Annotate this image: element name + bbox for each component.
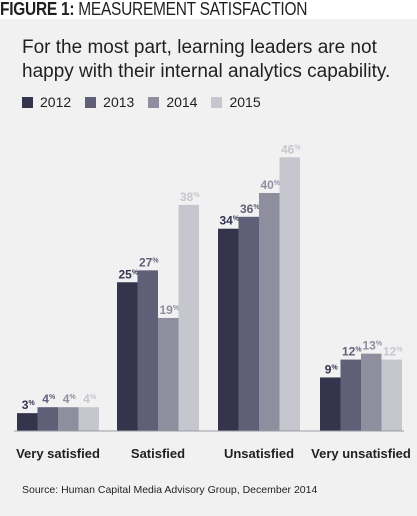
legend-item-2012: 2012	[22, 94, 71, 110]
category-label: Unsatisfied	[224, 446, 294, 461]
bar-2014-satisfied	[158, 317, 179, 431]
bar-2013-very-unsatisfied	[340, 359, 361, 431]
data-label: 25%	[118, 267, 138, 281]
legend-item-2014: 2014	[148, 94, 197, 110]
data-label: 3%	[22, 398, 36, 412]
bar-2012-unsatisfied	[218, 228, 239, 431]
legend-swatch	[85, 96, 97, 108]
data-label: 36%	[240, 202, 260, 216]
legend-swatch	[148, 96, 160, 108]
figure-header: FIGURE 1: MEASUREMENT SATISFACTION	[0, 0, 417, 19]
bar-2014-very-satisfied	[58, 407, 79, 431]
bar-2013-unsatisfied	[238, 216, 259, 431]
chart-subtitle: For the most part, learning leaders are …	[22, 37, 391, 82]
figure-title: FIGURE 1: MEASUREMENT SATISFACTION	[0, 0, 307, 19]
legend-swatch	[211, 96, 223, 108]
bar-2014-very-unsatisfied	[361, 353, 382, 431]
data-label: 4%	[83, 392, 97, 406]
data-label: 46%	[281, 142, 301, 156]
source-note: Source: Human Capital Media Advisory Gro…	[22, 484, 318, 496]
bar-2015-satisfied	[178, 204, 199, 431]
legend-label: 2014	[166, 94, 198, 110]
data-label: 27%	[139, 255, 159, 269]
data-label: 38%	[180, 190, 200, 204]
legend-swatch	[22, 96, 33, 108]
bar-2012-very-satisfied	[17, 413, 38, 431]
category-label: Satisfied	[131, 446, 185, 461]
data-label: 4%	[42, 392, 56, 406]
bar-2013-satisfied	[137, 270, 158, 431]
data-label: 40%	[260, 178, 280, 192]
bar-2012-satisfied	[117, 282, 138, 431]
bar-2015-unsatisfied	[279, 157, 300, 432]
legend-label: 2012	[40, 94, 72, 110]
legend-item-2013: 2013	[85, 94, 134, 110]
chart-legend: 2012 2013 2014 2015	[22, 94, 275, 110]
legend-label: 2013	[103, 94, 135, 110]
data-label: 19%	[159, 303, 179, 317]
category-label: Very satisfied	[16, 446, 100, 461]
data-label: 34%	[219, 214, 239, 228]
bar-2012-very-unsatisfied	[320, 377, 341, 431]
data-label: 12%	[383, 345, 403, 359]
figure-title-text: MEASUREMENT SATISFACTION	[78, 0, 308, 19]
bar-2015-very-unsatisfied	[381, 359, 402, 431]
bar-2015-very-satisfied	[78, 407, 99, 431]
data-label: 13%	[362, 339, 382, 353]
legend-item-2015: 2015	[211, 94, 261, 110]
data-label: 12%	[342, 345, 362, 359]
data-label: 4%	[63, 392, 77, 406]
figure-number: FIGURE 1:	[0, 0, 75, 19]
category-label: Very unsatisfied	[311, 446, 411, 461]
legend-label: 2015	[229, 94, 261, 110]
bar-2014-unsatisfied	[259, 193, 280, 431]
data-label: 9%	[325, 362, 339, 376]
bar-2013-very-satisfied	[37, 407, 58, 431]
